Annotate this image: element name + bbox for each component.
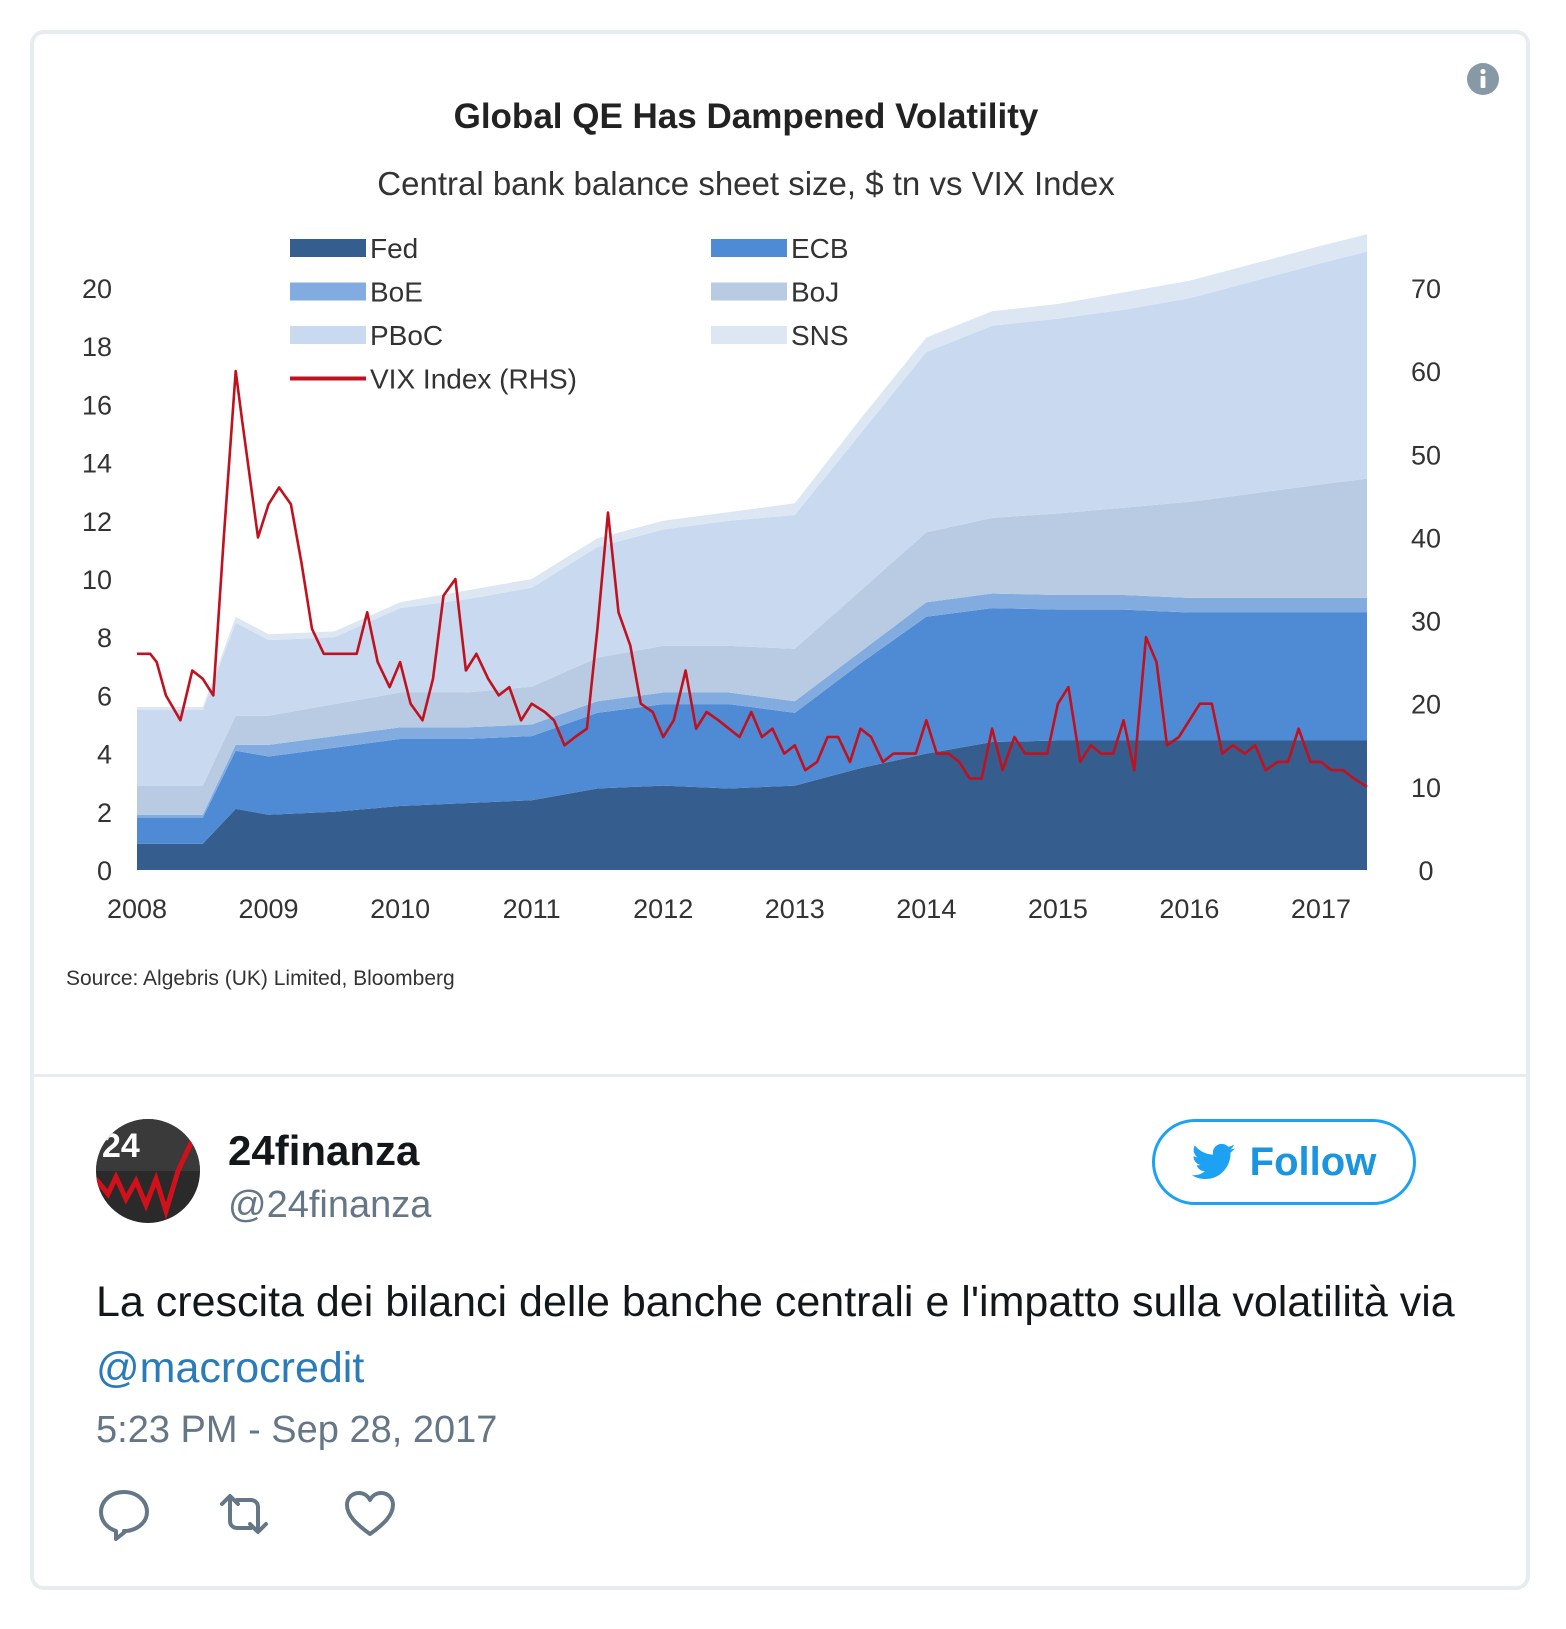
x-tick-label: 2008 xyxy=(107,894,167,924)
legend-label: SNS xyxy=(791,320,849,351)
legend-label: ECB xyxy=(791,233,849,264)
follow-label: Follow xyxy=(1249,1139,1377,1184)
twitter-bird-icon xyxy=(1191,1143,1235,1180)
legend-label: Fed xyxy=(370,233,418,264)
area-sns xyxy=(137,234,1367,710)
legend-label: VIX Index (RHS) xyxy=(370,364,577,395)
x-tick-label: 2015 xyxy=(1028,894,1088,924)
legend-swatch xyxy=(290,239,366,257)
author-name[interactable]: 24finanza xyxy=(228,1127,420,1174)
x-tick-label: 2014 xyxy=(896,894,956,924)
legend-label: BoJ xyxy=(791,277,839,308)
legend-item-vix-index-rhs: VIX Index (RHS) xyxy=(290,364,577,395)
y-left-tick-label: 14 xyxy=(82,449,112,479)
y-left-tick-label: 10 xyxy=(82,565,112,595)
legend-label: BoE xyxy=(370,277,423,308)
y-left-tick-label: 8 xyxy=(97,623,112,653)
retweet-icon[interactable] xyxy=(216,1486,272,1542)
y-right-tick-label: 20 xyxy=(1411,690,1441,720)
x-tick-label: 2009 xyxy=(239,894,299,924)
chart-axes: 2008 2009 2010 2011 2012 2013 2014 2015 2016 2017… xyxy=(82,274,1441,924)
x-tick-label: 2010 xyxy=(370,894,430,924)
legend-label: PBoC xyxy=(370,320,443,351)
heart-icon[interactable] xyxy=(342,1486,398,1542)
y-left-tick-label: 18 xyxy=(82,332,112,362)
area-boj xyxy=(137,478,1367,815)
x-tick-label: 2011 xyxy=(503,894,561,924)
avatar-logo-icon: 24 xyxy=(96,1119,200,1223)
info-icon[interactable] xyxy=(1466,62,1500,96)
legend-swatch xyxy=(290,282,366,301)
area-boe xyxy=(137,593,1367,818)
y-left-tick-label: 12 xyxy=(82,507,112,537)
stacked-areas xyxy=(137,234,1367,870)
legend-swatch xyxy=(711,326,787,344)
chart-title: Global QE Has Dampened Volatility xyxy=(454,97,1039,136)
author-handle[interactable]: @24finanza xyxy=(228,1184,432,1226)
y-right-tick-label: 10 xyxy=(1411,773,1441,803)
area-ecb xyxy=(137,608,1367,844)
balance-sheet-vix-chart: Global QE Has Dampened Volatility Centra… xyxy=(66,97,1441,990)
tweet-card: Global QE Has Dampened Volatility Centra… xyxy=(30,30,1530,1590)
y-left-tick-label: 6 xyxy=(97,681,112,711)
y-right-tick-label: 0 xyxy=(1418,856,1433,886)
x-tick-label: 2016 xyxy=(1159,894,1219,924)
vix-line xyxy=(137,369,1368,788)
vix-layer xyxy=(137,369,1368,788)
y-right-tick-label: 40 xyxy=(1411,523,1441,553)
y-right-tick-label: 30 xyxy=(1411,607,1441,637)
chart-source: Source: Algebris (UK) Limited, Bloomberg xyxy=(66,967,455,990)
tweet-text-body: La crescita dei bilanci delle banche cen… xyxy=(96,1278,1455,1326)
media-divider xyxy=(34,1074,1526,1077)
legend-item-sns: SNS xyxy=(711,320,849,351)
y-right-tick-label: 50 xyxy=(1411,440,1441,470)
y-left-tick-label: 16 xyxy=(82,390,112,420)
x-tick-label: 2017 xyxy=(1291,894,1351,924)
legend-swatch xyxy=(290,376,366,381)
reply-icon[interactable] xyxy=(96,1486,152,1542)
tweet-text: La crescita dei bilanci delle banche cen… xyxy=(96,1269,1456,1401)
tweet-timestamp[interactable]: 5:23 PM - Sep 28, 2017 xyxy=(96,1409,498,1451)
legend-item-pboc: PBoC xyxy=(290,320,443,351)
tweet-media-chart[interactable]: Global QE Has Dampened Volatility Centra… xyxy=(34,34,1526,1074)
y-right-tick-label: 60 xyxy=(1411,357,1441,387)
avatar[interactable]: 24 xyxy=(96,1119,200,1223)
avatar-text: 24 xyxy=(102,1127,140,1165)
follow-button[interactable]: Follow xyxy=(1152,1119,1416,1205)
legend-item-boe: BoE xyxy=(290,277,423,308)
y-left-tick-label: 0 xyxy=(97,856,112,886)
legend-swatch xyxy=(290,326,366,344)
y-left-tick-label: 2 xyxy=(97,798,112,828)
x-tick-label: 2013 xyxy=(765,894,825,924)
area-pboc xyxy=(137,251,1367,786)
mention-link[interactable]: @macrocredit xyxy=(96,1344,365,1392)
area-fed xyxy=(137,740,1367,870)
legend-item-ecb: ECB xyxy=(711,233,849,264)
chart-subtitle: Central bank balance sheet size, $ tn vs… xyxy=(377,165,1115,202)
y-left-tick-label: 20 xyxy=(82,274,112,304)
chart-legend: Fed ECB BoE BoJ PBoC SNS VIX Index (RHS) xyxy=(290,233,849,395)
legend-swatch xyxy=(711,282,787,301)
legend-item-fed: Fed xyxy=(290,233,418,264)
y-right-tick-label: 70 xyxy=(1411,274,1441,304)
x-tick-label: 2012 xyxy=(633,894,693,924)
y-left-tick-label: 4 xyxy=(97,740,112,770)
legend-swatch xyxy=(711,239,787,257)
legend-item-boj: BoJ xyxy=(711,277,839,308)
